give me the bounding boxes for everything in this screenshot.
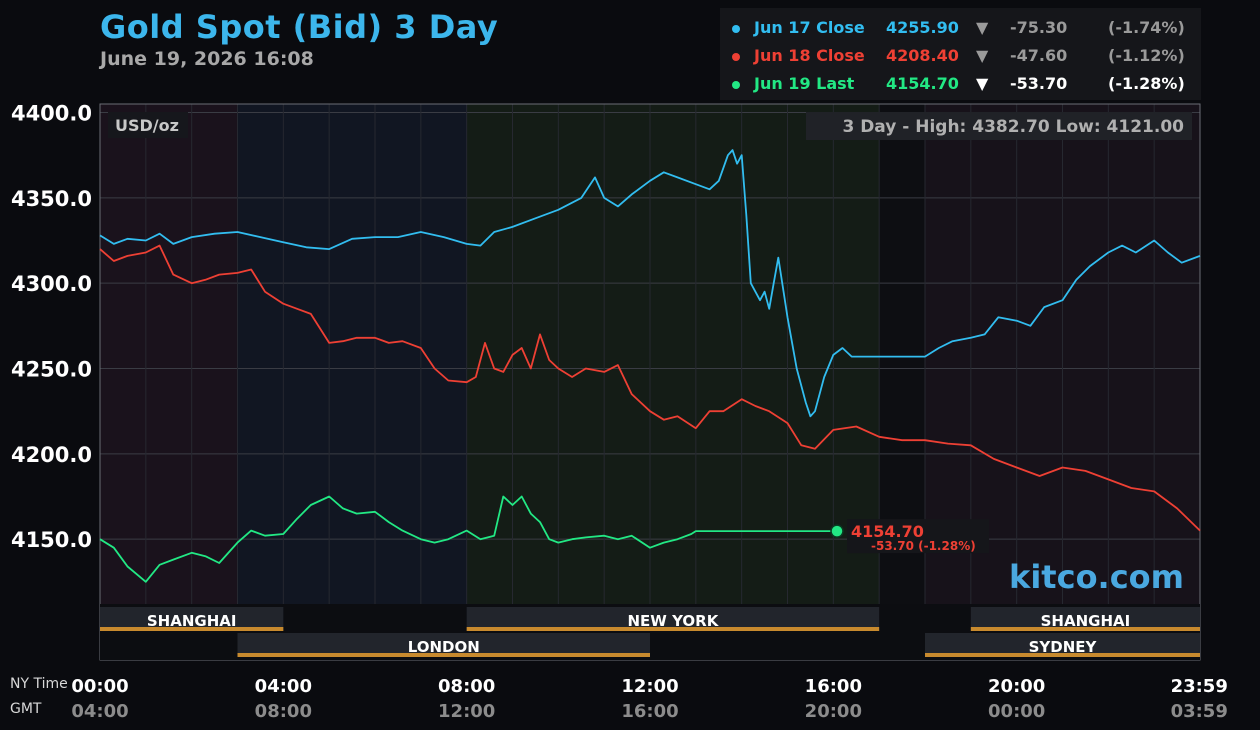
legend-change: -53.70 <box>1010 74 1068 93</box>
y-tick-label: 4400.0 <box>11 102 92 126</box>
gmt-tick-label: 08:00 <box>255 701 312 722</box>
gmt-tick-label: 03:59 <box>1171 701 1228 722</box>
y-tick-label: 4350.0 <box>11 187 92 211</box>
session-bars: SHANGHAI NEW YORK SHANGHAI LONDON SYDNEY <box>100 604 1200 660</box>
series-line-jun-17 <box>99 149 1201 418</box>
chart-title: Gold Spot (Bid) 3 Day <box>100 8 499 46</box>
ny-time-label: NY Time <box>10 676 68 692</box>
legend-percent: (-1.12%) <box>1108 46 1185 65</box>
series-line-jun-18 <box>99 244 1201 532</box>
unit-label-box <box>108 112 188 138</box>
legend-label: Jun 19 Last <box>754 74 855 93</box>
legend-arrow: ▼ <box>976 18 989 37</box>
legend-price: 4208.40 <box>886 46 959 65</box>
gmt-tick-label: 16:00 <box>621 701 678 722</box>
session-label: NEW YORK <box>628 612 720 630</box>
last-price-value: 4154.70 <box>851 522 924 541</box>
legend-price: 4154.70 <box>886 74 959 93</box>
last-price-box <box>847 519 989 554</box>
x-tick-label: 20:00 <box>988 676 1045 697</box>
session-label: SYDNEY <box>1029 638 1098 656</box>
legend-arrow: ▼ <box>976 46 989 65</box>
price-legend: Jun 17 Close 4255.90 ▼ -75.30 (-1.74%) Jun 18… <box>720 8 1201 100</box>
session-bar-underline <box>970 627 1200 631</box>
x-tick-label: 08:00 <box>438 676 495 697</box>
unit-label: USD/oz <box>115 116 179 135</box>
session-bar-underline <box>237 653 650 657</box>
gmt-tick-label: 04:00 <box>71 701 128 722</box>
legend-label: Jun 17 Close <box>754 18 865 37</box>
session-label: SHANGHAI <box>1041 612 1131 630</box>
session-bar-underline <box>466 627 880 631</box>
y-tick-label: 4300.0 <box>11 272 92 296</box>
x-tick-label: 23:59 <box>1171 676 1228 697</box>
brand-watermark: kitco.com <box>1009 558 1184 596</box>
last-price-change: -53.70 (-1.28%) <box>871 539 976 553</box>
london-session-shade <box>237 104 467 604</box>
legend-row: Jun 17 Close 4255.90 ▼ -75.30 (-1.74%) <box>720 18 1201 42</box>
series-line-jun-19 <box>99 495 837 583</box>
legend-arrow: ▼ <box>976 74 989 93</box>
range-label-box <box>806 112 1192 140</box>
newyork-session-shade <box>466 104 880 604</box>
gmt-tick-label: 00:00 <box>988 701 1045 722</box>
y-tick-label: 4200.0 <box>11 443 92 467</box>
y-tick-label: 4150.0 <box>11 528 92 552</box>
chart-timestamp: June 19, 2026 16:08 <box>100 48 314 70</box>
gmt-tick-label: 20:00 <box>805 701 862 722</box>
legend-dot <box>732 81 740 89</box>
legend-dot <box>732 53 740 61</box>
legend-percent: (-1.28%) <box>1108 74 1185 93</box>
session-label: SHANGHAI <box>147 612 237 630</box>
x-tick-label: 12:00 <box>621 676 678 697</box>
range-label: 3 Day - High: 4382.70 Low: 4121.00 <box>842 117 1184 137</box>
legend-price: 4255.90 <box>886 18 959 37</box>
y-tick-label: 4250.0 <box>11 358 92 382</box>
asia-session-shade <box>100 104 238 604</box>
x-tick-label: 04:00 <box>255 676 312 697</box>
legend-dot <box>732 25 740 33</box>
gmt-label: GMT <box>10 701 42 717</box>
session-bar-underline <box>925 653 1200 657</box>
last-price-marker <box>830 524 844 538</box>
legend-percent: (-1.74%) <box>1108 18 1185 37</box>
x-tick-label: 16:00 <box>805 676 862 697</box>
legend-row: Jun 19 Last 4154.70 ▼ -53.70 (-1.28%) <box>720 74 1201 98</box>
legend-change: -47.60 <box>1010 46 1068 65</box>
session-label: LONDON <box>408 638 480 656</box>
legend-change: -75.30 <box>1010 18 1068 37</box>
legend-label: Jun 18 Close <box>754 46 865 65</box>
legend-row: Jun 18 Close 4208.40 ▼ -47.60 (-1.12%) <box>720 46 1201 70</box>
x-tick-label: 00:00 <box>71 676 128 697</box>
gmt-tick-label: 12:00 <box>438 701 495 722</box>
session-bar-underline <box>100 627 284 631</box>
